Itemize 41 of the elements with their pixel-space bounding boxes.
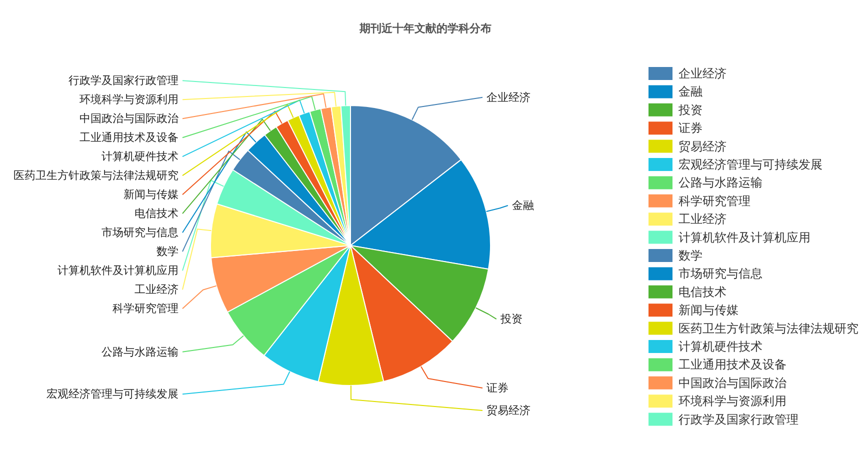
legend-label: 计算机软件及计算机应用	[678, 230, 810, 244]
slice-label: 行政学及国家行政管理	[68, 74, 178, 88]
slice-label: 数学	[156, 245, 178, 258]
legend-label: 公路与水路运输	[678, 176, 762, 190]
slice-label: 工业经济	[134, 283, 178, 296]
legend-label: 中国政治与国际政治	[678, 376, 786, 390]
legend-label: 新闻与传媒	[678, 303, 738, 318]
slice-label: 科学研究管理	[112, 302, 178, 316]
slice-label: 中国政治与国际政治	[80, 112, 178, 126]
legend-label: 金融	[678, 84, 702, 99]
slice-label: 市场研究与信息	[102, 226, 178, 240]
slice-label: 计算机硬件技术	[102, 150, 178, 164]
slice-label: 新闻与传媒	[124, 188, 178, 202]
legend-label: 电信技术	[678, 284, 726, 299]
legend-label: 企业经济	[678, 66, 726, 80]
legend-label: 宏观经济管理与可持续发展	[678, 158, 822, 172]
legend-label: 计算机硬件技术	[678, 340, 762, 354]
slice-label: 电信技术	[134, 207, 178, 220]
slice-label: 工业通用技术及设备	[80, 131, 178, 144]
slice-label: 金融	[512, 198, 534, 212]
legend-label: 投资	[678, 102, 702, 117]
slice-label: 医药卫生方针政策与法律法规研究	[14, 169, 178, 182]
legend-label: 环境科学与资源利用	[678, 394, 786, 408]
legend-label: 贸易经济	[678, 139, 726, 154]
legend-label: 数学	[678, 248, 702, 262]
slice-label: 公路与水路运输	[102, 345, 178, 358]
chart-title: 期刊近十年文献的学科分布	[358, 22, 492, 35]
slice-label: 环境科学与资源利用	[80, 93, 178, 106]
legend-label: 行政学及国家行政管理	[678, 412, 798, 426]
slice-label: 证券	[486, 382, 508, 395]
legend-label: 科学研究管理	[678, 194, 750, 208]
legend-label: 证券	[678, 121, 702, 136]
slice-label: 计算机软件及计算机应用	[58, 264, 178, 278]
slice-label: 宏观经济管理与可持续发展	[46, 388, 178, 401]
legend-label: 工业经济	[678, 212, 726, 226]
slice-label: 投资	[499, 312, 522, 326]
legend-label: 工业通用技术及设备	[678, 358, 786, 372]
legend-label: 市场研究与信息	[678, 266, 762, 281]
slice-label: 企业经济	[486, 90, 530, 104]
slice-label: 贸易经济	[486, 404, 530, 417]
legend-label: 医药卫生方针政策与法律法规研究	[678, 321, 858, 336]
